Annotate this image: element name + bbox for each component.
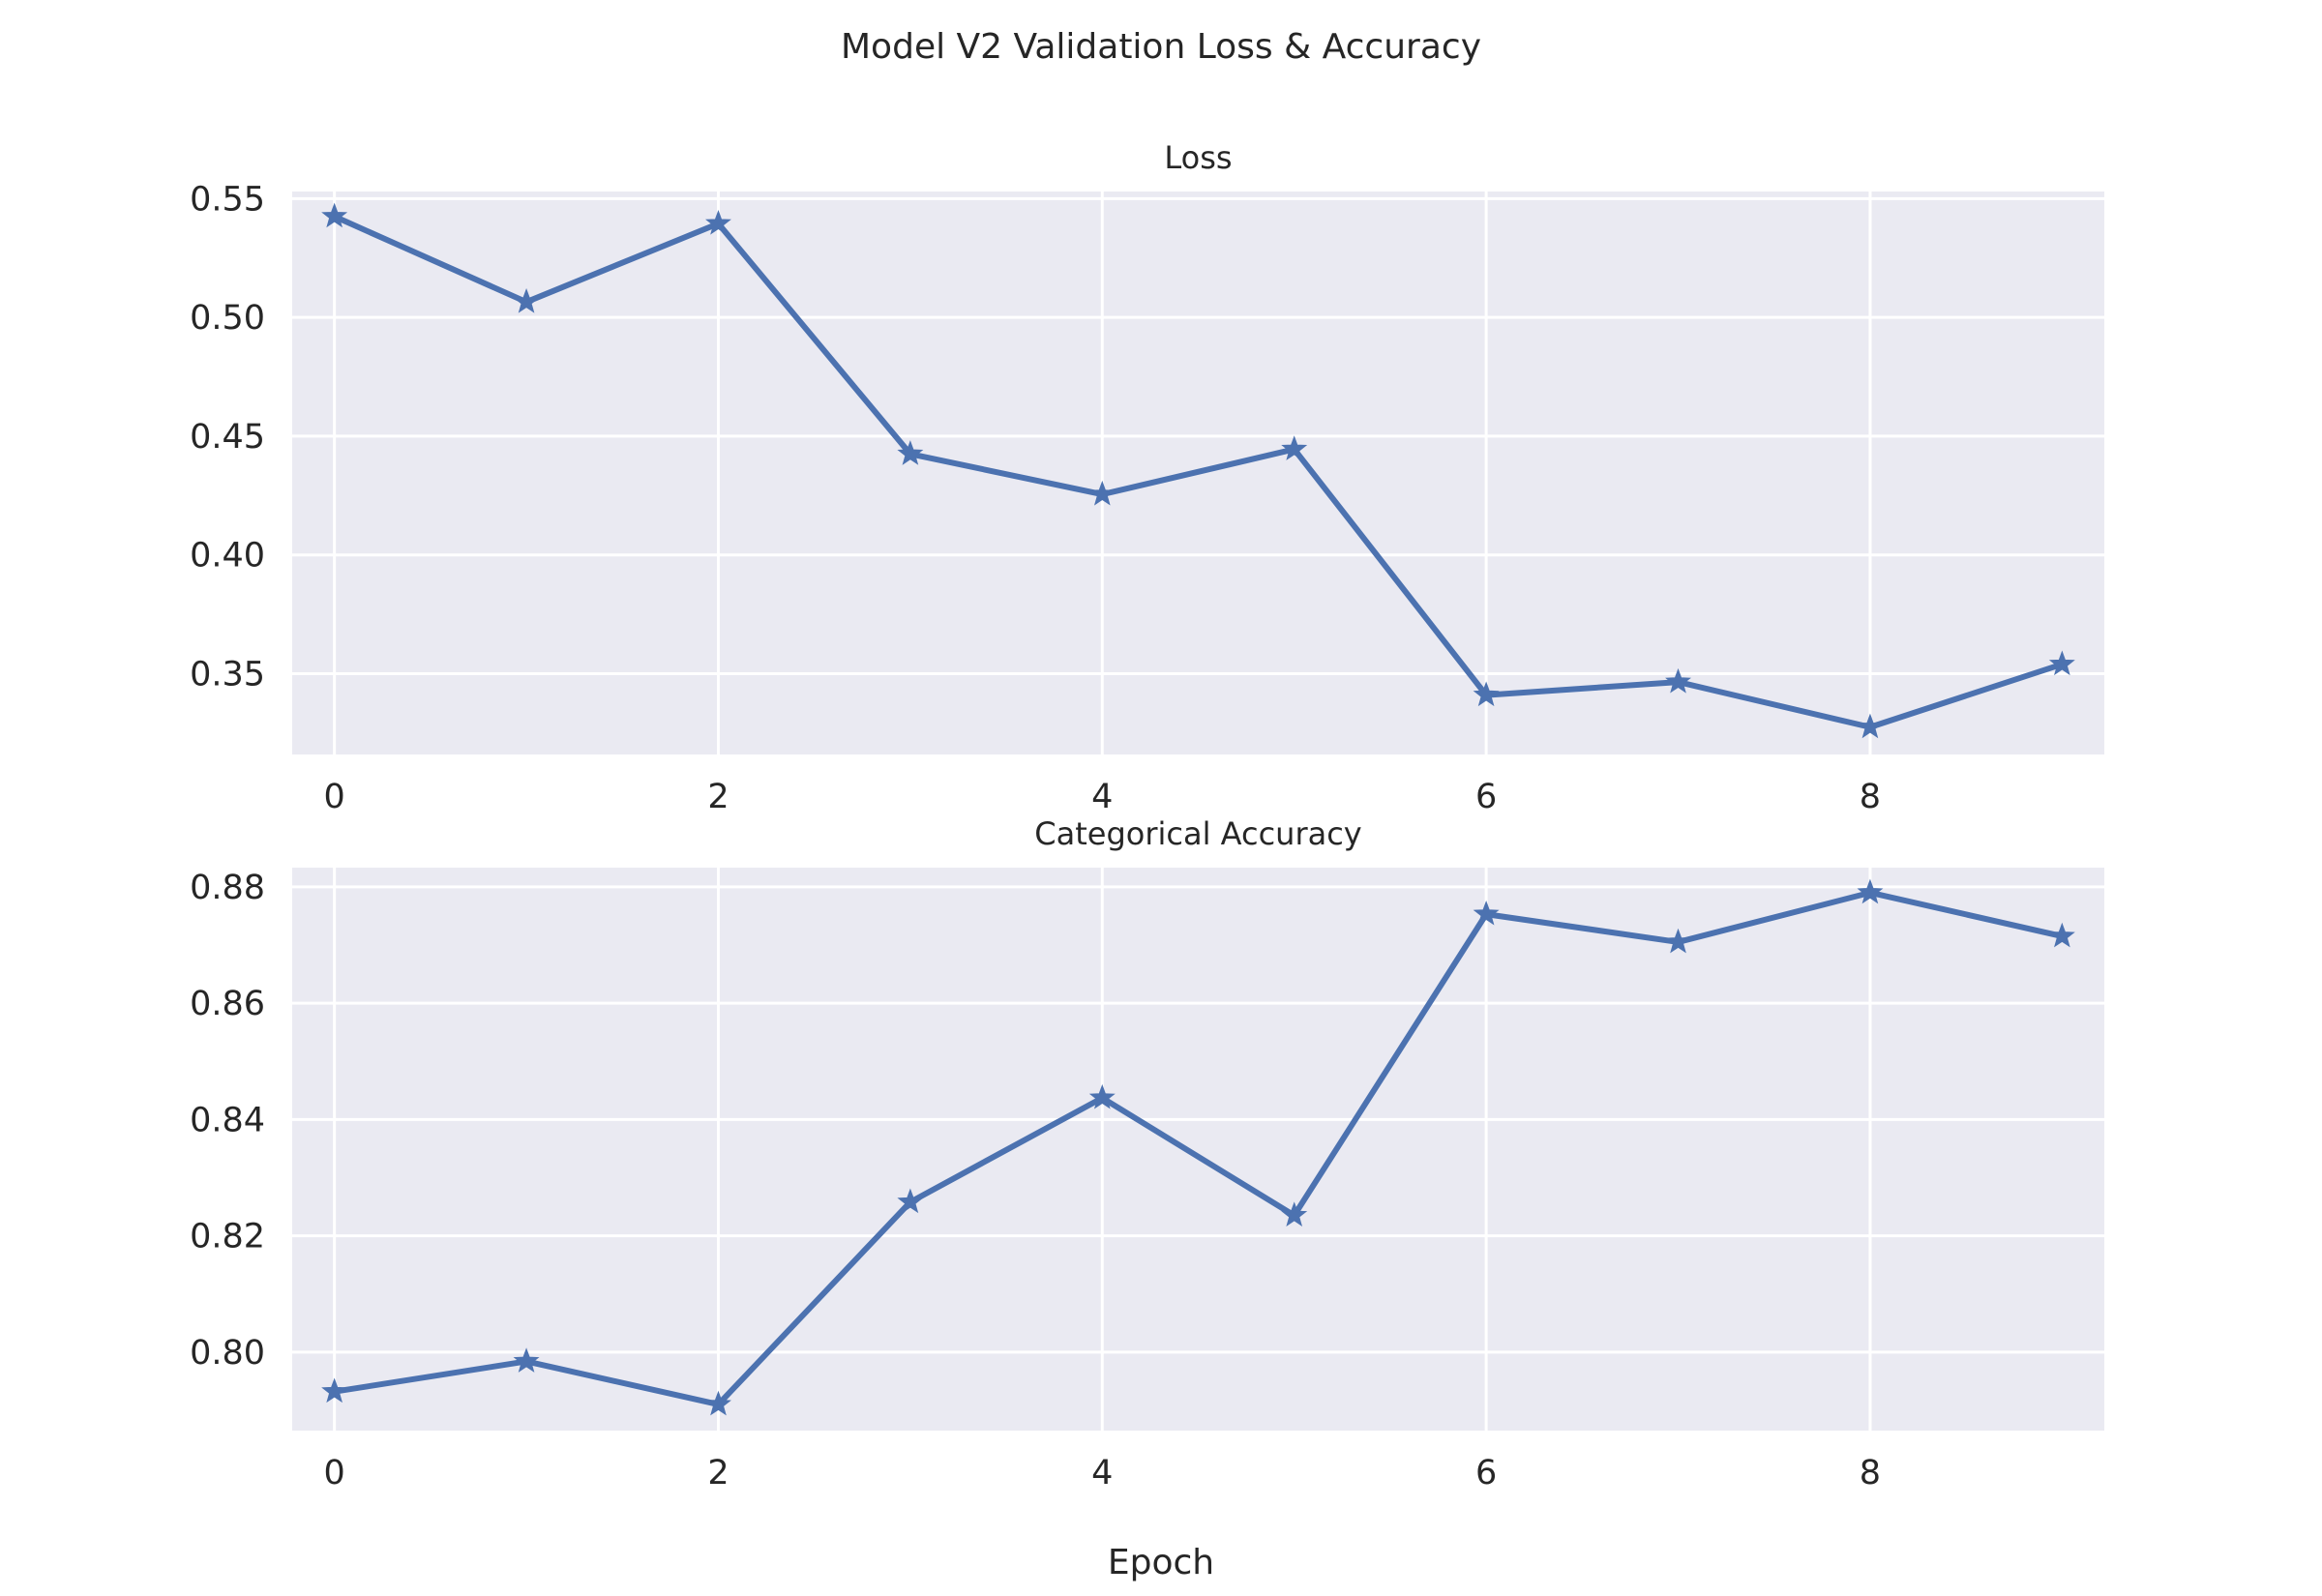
loss-x-tick-label: 2	[707, 778, 729, 816]
accuracy-point-marker	[1473, 900, 1500, 926]
accuracy-point-marker	[705, 1390, 731, 1416]
accuracy-panel: 0 2 4 6 8 0.80 0.82 0.84 0.86 0.88 Categorical Acc…	[190, 815, 2104, 1493]
accuracy-point-marker	[1665, 928, 1691, 954]
accuracy-y-tick-label: 0.80	[190, 1334, 265, 1373]
accuracy-subplot-title: Categorical Accuracy	[1034, 815, 1361, 852]
figure-suptitle: Model V2 Validation Loss & Accuracy	[841, 27, 1481, 67]
accuracy-y-tick-label: 0.82	[190, 1218, 265, 1256]
loss-point-marker	[2048, 650, 2075, 676]
loss-point-marker	[897, 440, 924, 465]
loss-point-marker	[705, 209, 731, 235]
loss-y-tick-label: 0.45	[190, 418, 265, 457]
loss-point-marker	[1665, 667, 1691, 694]
accuracy-plot-area	[292, 868, 2104, 1431]
loss-subplot-title: Loss	[1164, 139, 1232, 176]
loss-point-marker	[321, 202, 348, 228]
loss-y-tick-label: 0.40	[190, 537, 265, 576]
accuracy-y-tick-label: 0.88	[190, 869, 265, 907]
figure-xlabel: Epoch	[1108, 1543, 1214, 1582]
loss-x-tick-label: 0	[324, 778, 345, 816]
accuracy-y-tick-label: 0.86	[190, 985, 265, 1023]
accuracy-x-tick-label: 4	[1091, 1454, 1113, 1493]
loss-x-tick-label: 6	[1475, 778, 1497, 816]
accuracy-point-marker	[897, 1188, 924, 1214]
accuracy-point-marker	[2048, 922, 2075, 948]
loss-point-marker	[513, 288, 540, 313]
loss-point-marker	[1857, 713, 1884, 739]
loss-point-marker	[1088, 480, 1116, 506]
accuracy-x-tick-label: 6	[1475, 1454, 1497, 1493]
accuracy-y-tick-label: 0.84	[190, 1101, 265, 1139]
accuracy-x-tick-label: 8	[1860, 1454, 1881, 1493]
loss-x-tick-label: 8	[1860, 778, 1881, 816]
accuracy-x-tick-label: 0	[324, 1454, 345, 1493]
loss-y-tick-label: 0.55	[190, 180, 265, 219]
loss-y-tick-label: 0.50	[190, 299, 265, 338]
accuracy-x-tick-label: 2	[707, 1454, 729, 1493]
loss-x-tick-label: 4	[1091, 778, 1113, 816]
loss-series-line	[331, 213, 2066, 730]
accuracy-point-marker	[321, 1377, 348, 1404]
loss-y-tick-label: 0.35	[190, 656, 265, 695]
loss-point-marker	[1281, 435, 1308, 460]
accuracy-series-line	[331, 889, 2066, 1407]
loss-panel: 0 2 4 6 8 0.35 0.40 0.45 0.50 0.55 Loss	[190, 139, 2104, 816]
accuracy-point-marker	[1281, 1201, 1308, 1227]
accuracy-point-marker	[1857, 878, 1884, 904]
accuracy-point-marker	[1088, 1083, 1116, 1109]
loss-point-marker	[1473, 681, 1500, 707]
accuracy-point-marker	[513, 1347, 540, 1373]
